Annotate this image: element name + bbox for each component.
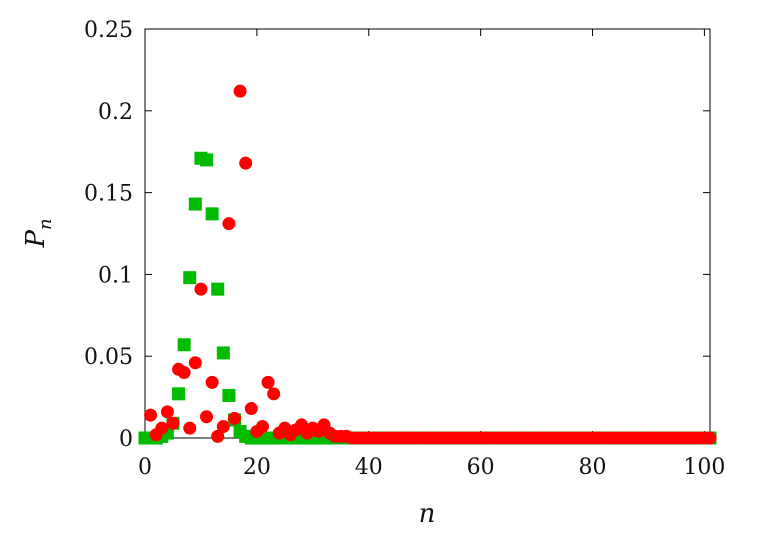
x-tick-label: 20	[243, 455, 271, 480]
tick-layer: 0 20 40 60 80 100 0 0.05 0.1 0.15 0.2 0.25	[84, 18, 725, 480]
series-circle	[144, 84, 717, 445]
circle-point	[144, 408, 158, 422]
circle-point	[255, 420, 269, 434]
circle-point	[160, 405, 174, 419]
square-point	[188, 197, 202, 211]
square-point	[172, 387, 186, 401]
square-point	[216, 346, 230, 360]
y-tick-label: 0.15	[84, 182, 133, 207]
circle-point	[244, 402, 258, 416]
y-tick-label: 0.2	[98, 100, 133, 125]
circle-point	[200, 410, 214, 424]
square-point	[183, 271, 197, 285]
y-tick-label: 0.1	[98, 263, 133, 288]
circle-point	[222, 217, 236, 231]
square-point	[211, 282, 225, 296]
circle-point	[211, 429, 225, 443]
circle-point	[155, 421, 169, 435]
circle-point	[233, 84, 247, 98]
plot-frame	[144, 28, 711, 439]
square-point	[177, 338, 191, 352]
circle-point	[216, 420, 230, 434]
x-tick-label: 60	[467, 455, 495, 480]
square-point	[200, 153, 214, 167]
y-axis-label: Pn	[21, 218, 56, 248]
circle-point	[239, 156, 253, 170]
circle-point	[261, 375, 275, 389]
y-tick-label: 0.25	[84, 18, 133, 43]
square-point	[222, 388, 236, 402]
circle-point	[188, 356, 202, 370]
x-tick-label: 100	[683, 455, 725, 480]
circle-point	[183, 421, 197, 435]
series-square	[138, 151, 717, 445]
x-axis-label: n	[419, 499, 436, 529]
x-tick-label: 80	[579, 455, 607, 480]
y-tick-label: 0	[119, 427, 133, 452]
data-layer	[138, 84, 717, 445]
circle-point	[267, 387, 281, 401]
x-tick-label: 0	[138, 455, 152, 480]
circle-point	[194, 282, 208, 296]
circle-point	[205, 375, 219, 389]
y-tick-label: 0.05	[84, 345, 133, 370]
y-axis-label-main: P	[21, 230, 51, 249]
circle-point	[703, 431, 717, 445]
circle-point	[228, 411, 242, 425]
square-point	[205, 207, 219, 221]
circle-point	[166, 416, 180, 430]
x-tick-label: 40	[355, 455, 383, 480]
circle-point	[177, 366, 191, 380]
y-axis-label-subscript: n	[35, 218, 56, 230]
